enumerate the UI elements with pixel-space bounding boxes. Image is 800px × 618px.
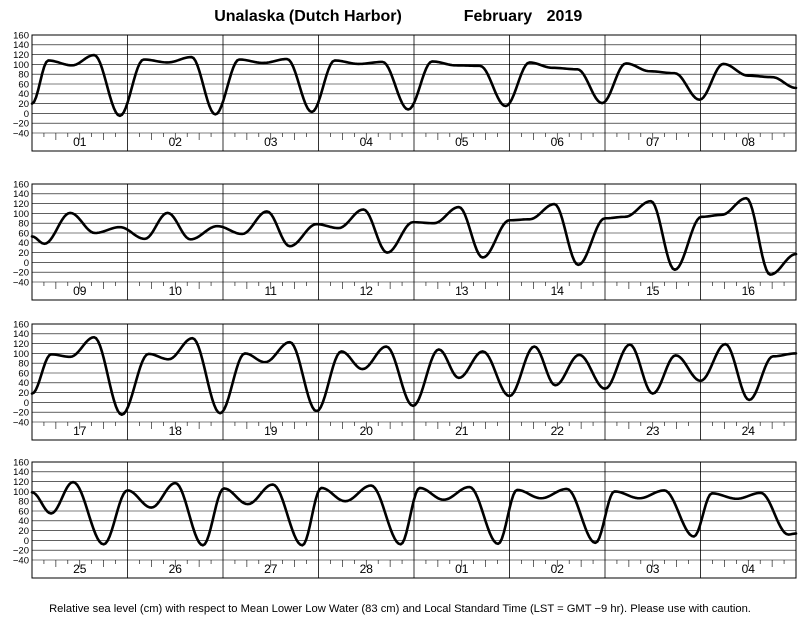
y-tick-label: −40 xyxy=(13,277,29,288)
footer-note: Relative sea level (cm) with respect to … xyxy=(49,603,751,615)
day-label: 12 xyxy=(360,284,374,298)
tide-curve xyxy=(30,53,798,118)
tide-curve xyxy=(30,480,798,547)
day-label: 03 xyxy=(646,562,660,576)
day-label: 20 xyxy=(360,424,374,438)
plot-frame xyxy=(31,323,797,441)
day-label: 07 xyxy=(646,135,660,149)
day-label: 02 xyxy=(169,135,183,149)
y-tick-label: 120 xyxy=(13,477,29,488)
y-tick-label: 120 xyxy=(13,50,29,61)
y-tick-label: 40 xyxy=(18,378,29,389)
plot-frame xyxy=(31,34,797,152)
tide-curve xyxy=(30,196,798,276)
y-tick-label: 20 xyxy=(18,388,29,399)
y-tick-label: 160 xyxy=(13,30,29,41)
day-label: 21 xyxy=(455,424,469,438)
y-tick-label: 40 xyxy=(18,516,29,527)
chart-title-month: February xyxy=(464,8,533,25)
day-label: 18 xyxy=(169,424,183,438)
y-tick-label: 140 xyxy=(13,189,29,200)
day-label: 08 xyxy=(742,135,756,149)
day-label: 24 xyxy=(742,424,756,438)
day-label: 11 xyxy=(265,284,278,298)
y-tick-label: 100 xyxy=(13,209,29,220)
y-tick-label: 160 xyxy=(13,179,29,190)
day-label: 16 xyxy=(742,284,756,298)
y-tick-label: 140 xyxy=(13,40,29,51)
day-label: 01 xyxy=(73,135,87,149)
y-tick-label: 20 xyxy=(18,526,29,537)
plot-frame xyxy=(31,183,797,301)
day-label: 19 xyxy=(264,424,278,438)
day-label: 09 xyxy=(73,284,87,298)
y-tick-label: 60 xyxy=(18,79,29,90)
tide-curve xyxy=(30,335,798,416)
y-tick-label: 100 xyxy=(13,349,29,360)
y-tick-label: −40 xyxy=(13,128,29,139)
day-label: 14 xyxy=(551,284,565,298)
day-label: 28 xyxy=(360,562,374,576)
y-tick-label: 40 xyxy=(18,89,29,100)
y-tick-label: 160 xyxy=(13,319,29,330)
day-label: 06 xyxy=(551,135,565,149)
chart-title-year: 2019 xyxy=(547,8,583,25)
day-label: 15 xyxy=(646,284,660,298)
y-tick-label: 80 xyxy=(18,359,29,370)
y-tick-label: 60 xyxy=(18,368,29,379)
plot-frame xyxy=(31,461,797,579)
y-tick-label: 60 xyxy=(18,506,29,517)
y-tick-label: −20 xyxy=(13,408,29,419)
y-tick-label: 100 xyxy=(13,60,29,71)
day-label: 17 xyxy=(73,424,87,438)
day-label: 23 xyxy=(646,424,660,438)
y-tick-label: 140 xyxy=(13,329,29,340)
y-tick-label: 140 xyxy=(13,467,29,478)
y-tick-label: 100 xyxy=(13,487,29,498)
y-tick-label: −20 xyxy=(13,268,29,279)
y-tick-label: 0 xyxy=(24,109,29,120)
day-label: 26 xyxy=(169,562,183,576)
y-tick-label: −40 xyxy=(13,417,29,428)
y-tick-label: 60 xyxy=(18,228,29,239)
y-tick-label: 80 xyxy=(18,497,29,508)
day-label: 27 xyxy=(264,562,278,576)
y-tick-label: 20 xyxy=(18,248,29,259)
day-label: 04 xyxy=(742,562,756,576)
y-tick-label: 40 xyxy=(18,238,29,249)
y-tick-label: −40 xyxy=(13,555,29,566)
day-label: 13 xyxy=(455,284,469,298)
day-label: 05 xyxy=(455,135,469,149)
y-tick-label: −20 xyxy=(13,119,29,130)
chart-title-station: Unalaska (Dutch Harbor) xyxy=(214,8,402,25)
y-tick-label: 160 xyxy=(13,457,29,468)
day-label: 04 xyxy=(360,135,374,149)
y-tick-label: 0 xyxy=(24,536,29,547)
y-tick-label: 0 xyxy=(24,398,29,409)
y-tick-label: 80 xyxy=(18,70,29,81)
day-label: 10 xyxy=(169,284,183,298)
day-label: 01 xyxy=(455,562,469,576)
day-label: 02 xyxy=(551,562,565,576)
y-tick-label: 120 xyxy=(13,339,29,350)
y-tick-label: 80 xyxy=(18,219,29,230)
day-label: 03 xyxy=(264,135,278,149)
chart-title-month-year: February 2019 xyxy=(464,8,583,25)
y-tick-label: 120 xyxy=(13,199,29,210)
y-tick-label: −20 xyxy=(13,546,29,557)
day-label: 25 xyxy=(73,562,87,576)
y-tick-label: 20 xyxy=(18,99,29,110)
day-label: 22 xyxy=(551,424,565,438)
y-tick-label: 0 xyxy=(24,258,29,269)
